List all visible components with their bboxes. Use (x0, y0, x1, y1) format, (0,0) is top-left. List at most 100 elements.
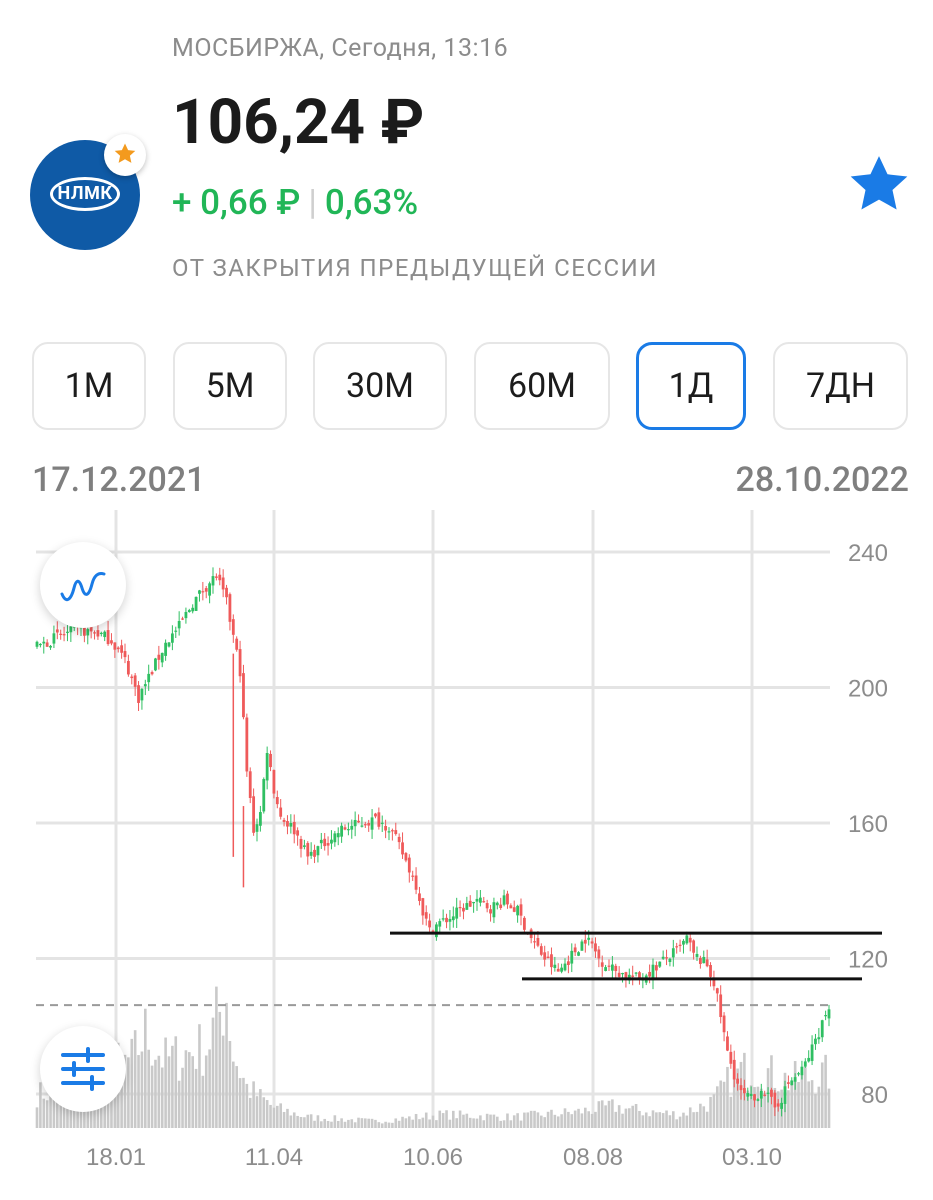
volume-bar (387, 1122, 391, 1128)
volume-bar (401, 1116, 404, 1128)
candle-down (424, 912, 428, 919)
candle-down (231, 619, 235, 635)
current-price: 106,24 ₽ (172, 86, 425, 159)
volume-bar (533, 1110, 536, 1128)
candle-down (421, 898, 425, 916)
candle-down (218, 574, 222, 581)
candle-up (651, 964, 655, 981)
candle-down (82, 623, 86, 636)
candle-down (282, 819, 286, 822)
candle-down (573, 947, 577, 953)
volume-bar (556, 1116, 560, 1128)
y-tick-label: 200 (848, 676, 888, 703)
candle-up (309, 851, 313, 856)
period-button-60m[interactable]: 60М (474, 342, 610, 430)
volume-bar (607, 1100, 611, 1128)
volume-bar (587, 1111, 590, 1128)
volume-bar (252, 1081, 255, 1128)
volume-bar (546, 1111, 550, 1128)
candle-down (181, 618, 184, 620)
period-button-1d[interactable]: 1Д (636, 342, 746, 430)
volume-bar (519, 1120, 523, 1128)
period-button-5m[interactable]: 5М (173, 342, 287, 430)
candle-down (123, 651, 127, 658)
volume-bar (130, 1038, 134, 1128)
volume-bar (536, 1112, 540, 1128)
volume-bar (171, 1045, 174, 1128)
candle-up (807, 1057, 811, 1062)
volume-bar (245, 1083, 249, 1128)
candle-up (434, 924, 438, 938)
candle-up (35, 641, 39, 647)
candle-up (560, 967, 564, 972)
volume-bar (296, 1115, 299, 1128)
volume-bar (820, 1062, 824, 1128)
candle-up (810, 1044, 814, 1061)
price-chart[interactable]: 240 200 160 120 80 18.01 11.04 10.06 08.08 03.10 (0, 500, 933, 1200)
volume-bar (313, 1120, 316, 1128)
candle-up (814, 1038, 817, 1045)
candle-up (827, 1009, 831, 1019)
candle-down (546, 956, 550, 959)
volume-bar (526, 1112, 530, 1128)
line-chart-icon (60, 572, 106, 602)
chart-type-button[interactable] (40, 542, 126, 628)
favorite-star-icon[interactable] (846, 152, 912, 218)
candle-up (66, 631, 69, 633)
candle-up (350, 825, 354, 830)
chart-settings-button[interactable] (40, 1026, 126, 1112)
candle-up (258, 812, 262, 826)
candle-up (170, 633, 174, 643)
candle-down (773, 1092, 777, 1108)
volume-bar (648, 1116, 651, 1128)
period-button-30m[interactable]: 30М (313, 342, 447, 430)
volume-bar (370, 1118, 374, 1128)
volume-bar (408, 1116, 411, 1128)
volume-bar (661, 1113, 665, 1128)
volume-bar (573, 1110, 577, 1128)
candle-up (553, 964, 557, 968)
candle-up (336, 833, 340, 838)
volume-bar (641, 1115, 645, 1128)
volume-bar (49, 1085, 52, 1128)
candle-down (458, 907, 462, 909)
period-button-1m[interactable]: 1М (32, 342, 146, 430)
candle-up (164, 642, 168, 656)
candle-up (820, 1020, 824, 1038)
candle-down (719, 994, 723, 1018)
volume-bar (793, 1061, 797, 1128)
volume-bar (56, 1095, 59, 1128)
volume-bar (729, 1096, 733, 1128)
candle-up (438, 921, 442, 927)
candle-down (306, 843, 310, 857)
volume-bar (509, 1120, 513, 1128)
volume-bar (455, 1118, 458, 1128)
candle-down (242, 673, 245, 718)
volume-bar (201, 1075, 205, 1128)
candle-up (99, 632, 103, 635)
volume-bar (380, 1123, 384, 1128)
candle-down (583, 939, 587, 944)
candle-up (52, 633, 56, 644)
volume-bar (814, 1093, 817, 1128)
candle-down (600, 962, 604, 967)
candle-down (742, 1088, 746, 1094)
candle-down (648, 971, 652, 977)
candle-down (786, 1082, 790, 1084)
candle-down (384, 825, 388, 831)
volume-bar (262, 1097, 266, 1128)
period-button-7d[interactable]: 7ДН (773, 342, 908, 430)
volume-bar (374, 1119, 377, 1128)
volume-bar (326, 1120, 330, 1128)
candle-down (536, 938, 540, 946)
volume-bar (668, 1115, 672, 1128)
volume-bar (303, 1117, 306, 1128)
candle-down (739, 1085, 743, 1091)
candle-down (238, 649, 242, 677)
candle-down (110, 640, 113, 644)
price-change: + 0,66 ₽ | 0,63% (172, 182, 418, 223)
candle-up (441, 918, 445, 920)
candle-down (736, 1078, 740, 1084)
volume-bar (496, 1116, 499, 1128)
candle-down (299, 838, 303, 849)
